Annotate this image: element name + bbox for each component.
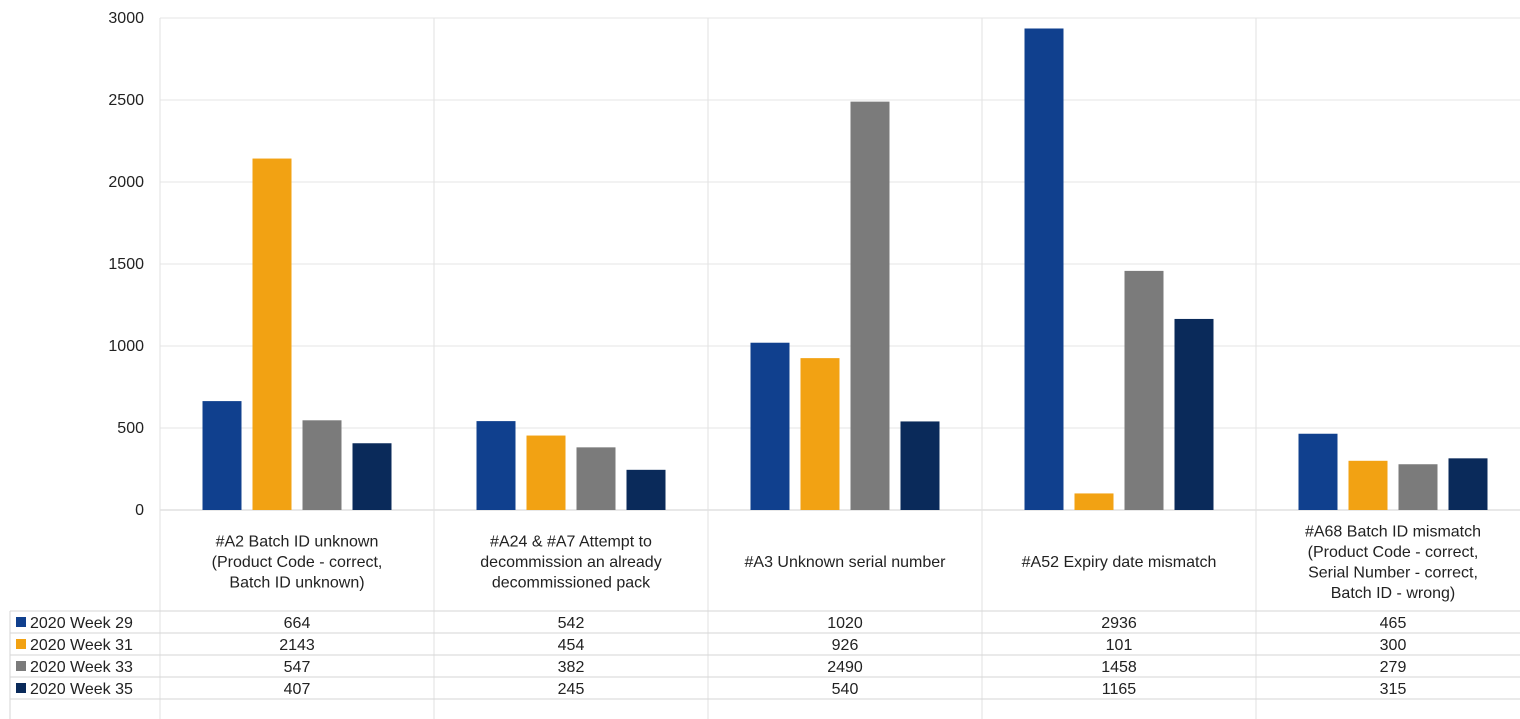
bar: [800, 358, 840, 510]
data-table-cell: 2143: [279, 637, 315, 654]
gridlines: [159, 17, 1520, 719]
bar: [526, 435, 566, 510]
legend-entry: 2020 Week 33: [30, 659, 133, 676]
y-tick-label: 2000: [108, 174, 144, 191]
bar: [626, 469, 666, 510]
category-label: (Product Code - correct,: [212, 554, 383, 571]
category-label: Serial Number - correct,: [1308, 564, 1478, 581]
bars: [202, 28, 1488, 510]
category-label: (Product Code - correct,: [1308, 544, 1479, 561]
category-label: Batch ID unknown): [229, 575, 364, 592]
data-table-cell: 465: [1380, 615, 1407, 632]
bar: [750, 342, 790, 510]
category-label: decommissioned pack: [492, 575, 651, 592]
category-label: #A68 Batch ID mismatch: [1305, 523, 1481, 540]
bar: [576, 447, 616, 510]
data-table-cell: 547: [284, 659, 311, 676]
bar: [1398, 464, 1438, 510]
legend-entry: 2020 Week 35: [30, 681, 133, 698]
bar: [302, 420, 342, 510]
bar: [252, 158, 292, 510]
y-tick-label: 1500: [108, 256, 144, 273]
y-tick-label: 1000: [108, 338, 144, 355]
data-table-cell: 2490: [827, 659, 863, 676]
data-table-cell: 300: [1380, 637, 1407, 654]
category-label: #A2 Batch ID unknown: [216, 534, 379, 551]
data-table-cell: 542: [558, 615, 585, 632]
data-table-cell: 279: [1380, 659, 1407, 676]
bar: [900, 421, 940, 510]
data-table-cell: 664: [284, 615, 311, 632]
y-tick-label: 0: [135, 502, 144, 519]
data-table-cell: 1165: [1102, 681, 1137, 698]
bar: [1348, 460, 1388, 510]
legend-entry: 2020 Week 29: [30, 615, 133, 632]
bar: [1448, 458, 1488, 510]
data-table-cell: 1458: [1101, 659, 1137, 676]
category-label: decommission an already: [480, 554, 661, 571]
y-tick-label: 2500: [108, 92, 144, 109]
data-table-cell: 382: [558, 659, 585, 676]
bar: [1024, 28, 1064, 510]
data-table-cell: 1020: [827, 615, 863, 632]
data-table-cell: 926: [832, 637, 859, 654]
bar: [850, 101, 890, 510]
y-axis: 0 500 1000 1500 2000 2500 3000: [108, 10, 144, 519]
data-table-cell: 540: [832, 681, 859, 698]
data-table: #A2 Batch ID unknown (Product Code - corr…: [9, 523, 1520, 719]
data-table-cell: 454: [558, 637, 585, 654]
legend-swatch: [16, 617, 26, 627]
data-table-cell: 407: [284, 681, 311, 698]
y-tick-label: 3000: [108, 10, 144, 27]
legend-swatch: [16, 683, 26, 693]
legend-entry: 2020 Week 31: [30, 637, 133, 654]
category-label: #A3 Unknown serial number: [745, 554, 947, 571]
legend-swatch: [16, 639, 26, 649]
data-table-cell: 101: [1106, 637, 1133, 654]
category-label: #A52 Expiry date mismatch: [1022, 554, 1217, 571]
y-tick-label: 500: [117, 420, 144, 437]
bar: [352, 443, 392, 510]
legend-swatch: [16, 661, 26, 671]
bar: [202, 401, 242, 510]
bar: [1298, 433, 1338, 510]
category-label: #A24 & #A7 Attempt to: [490, 534, 652, 551]
category-label: Batch ID - wrong): [1331, 585, 1455, 602]
bar: [476, 421, 516, 510]
data-table-cell: 245: [558, 681, 585, 698]
data-table-cell: 315: [1380, 681, 1407, 698]
bar: [1074, 493, 1114, 510]
data-table-cell: 2936: [1101, 615, 1137, 632]
bar: [1174, 318, 1214, 510]
bar: [1124, 270, 1164, 510]
